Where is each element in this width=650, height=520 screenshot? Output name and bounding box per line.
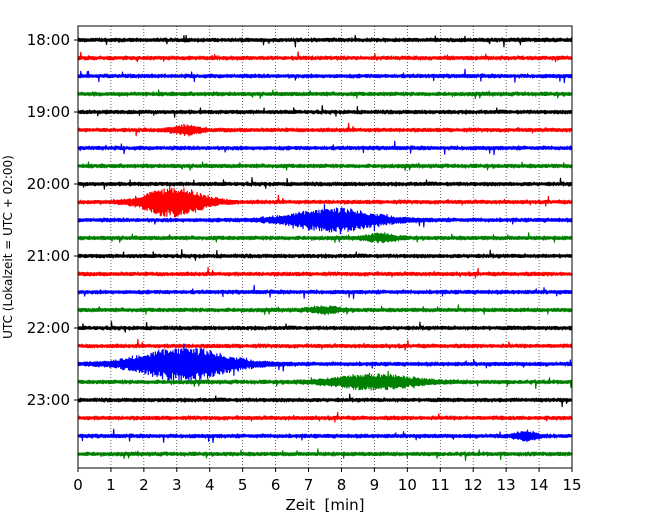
trace-line bbox=[77, 51, 573, 63]
y-tick-label: 18:00 bbox=[27, 31, 70, 49]
y-tick-label: 20:00 bbox=[27, 175, 70, 193]
y-axis: 18:00 19:00 20:00 21:00 22:00 23:00 bbox=[27, 31, 78, 409]
x-tick-label: 8 bbox=[337, 476, 347, 494]
x-tick-label: 14 bbox=[530, 476, 549, 494]
trace-line bbox=[77, 122, 573, 137]
trace-line bbox=[77, 161, 573, 171]
trace-line bbox=[77, 34, 573, 48]
trace-line bbox=[77, 370, 573, 391]
x-tick-label: 5 bbox=[238, 476, 248, 494]
trace-line bbox=[77, 428, 573, 444]
trace-line bbox=[77, 448, 573, 462]
trace-line bbox=[77, 176, 573, 190]
x-tick-label: 15 bbox=[562, 476, 581, 494]
x-tick-label: 2 bbox=[139, 476, 149, 494]
trace-line bbox=[77, 411, 573, 423]
x-tick-label: 7 bbox=[304, 476, 314, 494]
trace-line bbox=[77, 284, 573, 300]
x-axis: 0 1 2 3 4 5 6 7 8 9 10 11 12 13 14 15 bbox=[73, 468, 582, 494]
x-tick-label: 11 bbox=[431, 476, 450, 494]
trace-line bbox=[77, 320, 573, 333]
x-axis-label: Zeit [min] bbox=[285, 496, 364, 514]
x-tick-label: 12 bbox=[464, 476, 483, 494]
x-tick-label: 3 bbox=[172, 476, 182, 494]
trace-line bbox=[77, 68, 573, 84]
trace-line bbox=[77, 393, 573, 408]
y-tick-label: 19:00 bbox=[27, 103, 70, 121]
y-tick-label: 23:00 bbox=[27, 391, 70, 409]
trace-line bbox=[77, 185, 573, 218]
plot-frame bbox=[77, 25, 573, 469]
trace-line bbox=[77, 204, 573, 235]
y-tick-label: 22:00 bbox=[27, 319, 70, 337]
x-tick-label: 9 bbox=[370, 476, 380, 494]
y-axis-label: UTC (Lokalzeit = UTC + 02:00) bbox=[1, 155, 15, 339]
trace-line bbox=[77, 232, 573, 244]
trace-line bbox=[77, 338, 573, 351]
x-tick-label: 1 bbox=[106, 476, 116, 494]
trace-line bbox=[77, 304, 573, 316]
x-tick-label: 6 bbox=[271, 476, 281, 494]
y-tick-label: 21:00 bbox=[27, 247, 70, 265]
x-tick-label: 4 bbox=[205, 476, 215, 494]
trace-layer bbox=[77, 34, 573, 462]
trace-line bbox=[77, 248, 573, 261]
x-tick-label: 10 bbox=[398, 476, 417, 494]
trace-line bbox=[77, 104, 573, 118]
trace-line bbox=[77, 343, 573, 382]
trace-line bbox=[77, 140, 573, 156]
x-tick-label: 0 bbox=[73, 476, 83, 494]
x-tick-label: 13 bbox=[497, 476, 516, 494]
trace-line bbox=[77, 89, 573, 99]
trace-line bbox=[77, 266, 573, 279]
